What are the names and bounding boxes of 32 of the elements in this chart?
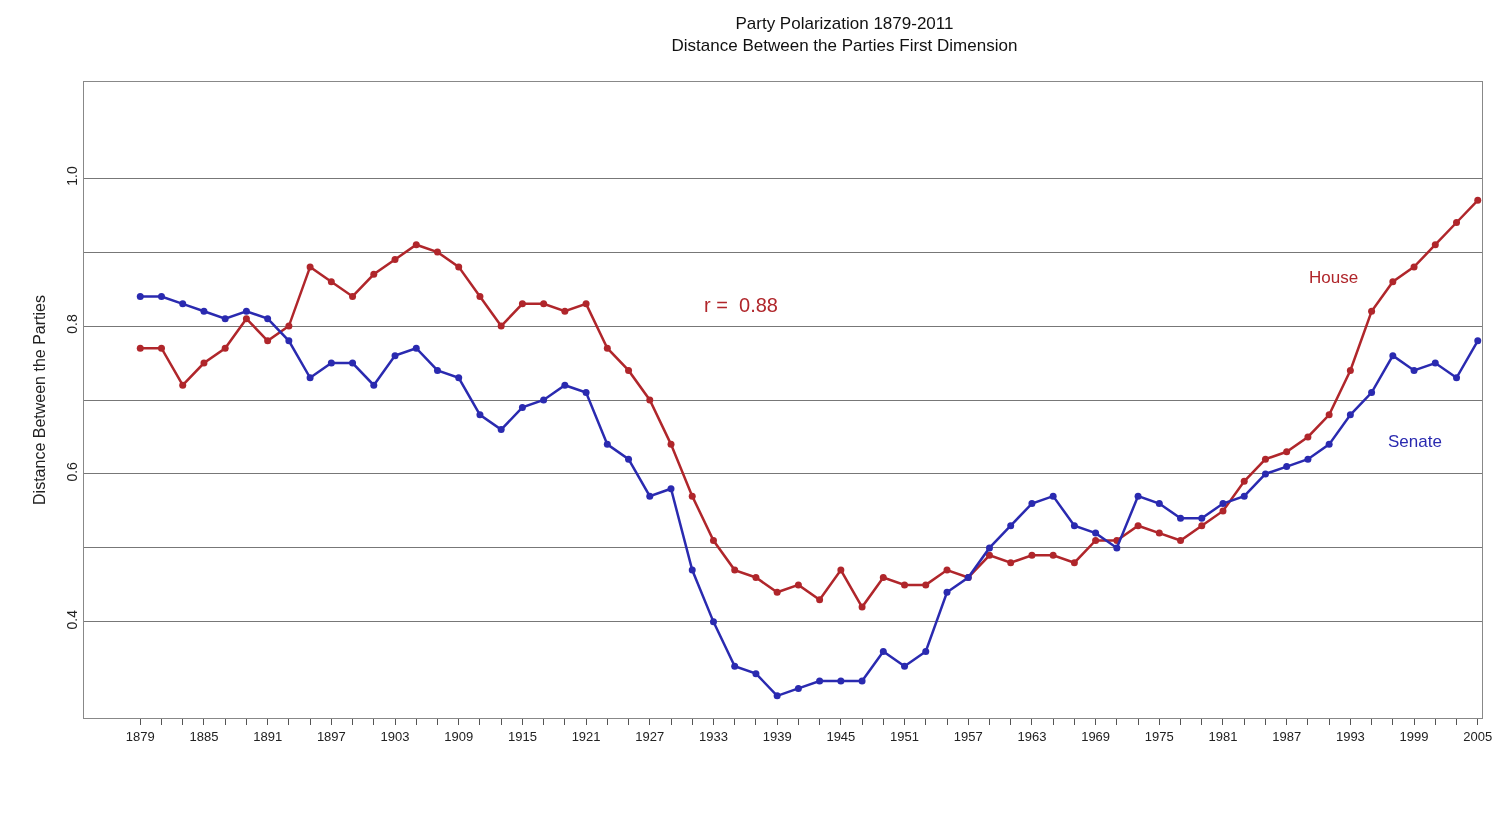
x-tick-label: 1927 xyxy=(635,728,665,744)
x-tick-label: 1945 xyxy=(826,728,856,744)
x-tick-label: 1957 xyxy=(953,728,983,744)
x-tick-label: 1897 xyxy=(316,728,346,744)
y-tick-label: 1.0 xyxy=(64,166,81,186)
chart-subtitle: Distance Between the Parties First Dimension xyxy=(671,35,1018,55)
x-tick-label: 1885 xyxy=(189,728,219,744)
chart-title: Party Polarization 1879-2011 xyxy=(735,13,954,33)
y-tick-label: 0.4 xyxy=(64,609,81,630)
x-tick-label: 1921 xyxy=(571,728,601,744)
x-tick-label: 1939 xyxy=(762,728,792,744)
y-tick-label: 0.8 xyxy=(64,314,81,334)
x-tick-label: 1969 xyxy=(1081,728,1111,744)
annotation: r = 0.88 xyxy=(704,294,778,316)
x-tick-label: 1987 xyxy=(1272,728,1302,744)
x-tick-label: 1915 xyxy=(507,728,537,744)
text: Senate xyxy=(1388,432,1442,451)
x-tick-label: 2005 xyxy=(1463,728,1493,744)
x-tick-label: 1951 xyxy=(890,728,919,744)
x-tick-label: 1903 xyxy=(380,728,410,744)
y-tick-label: 0.6 xyxy=(64,461,81,482)
x-tick-label: 1933 xyxy=(699,728,728,744)
y-axis-title: Distance Between the Parties xyxy=(31,295,49,505)
x-tick-label: 1891 xyxy=(253,728,283,744)
x-tick-label: 1981 xyxy=(1208,728,1238,744)
x-tick-label: 1909 xyxy=(444,728,474,744)
x-tick-label: 1975 xyxy=(1144,728,1174,744)
series-label: House xyxy=(1309,268,1359,287)
x-tick-label: 1879 xyxy=(125,728,155,744)
x-tick-label: 1999 xyxy=(1399,728,1429,744)
x-tick-label: 1963 xyxy=(1017,728,1047,744)
x-tick-label: 1993 xyxy=(1335,728,1365,744)
